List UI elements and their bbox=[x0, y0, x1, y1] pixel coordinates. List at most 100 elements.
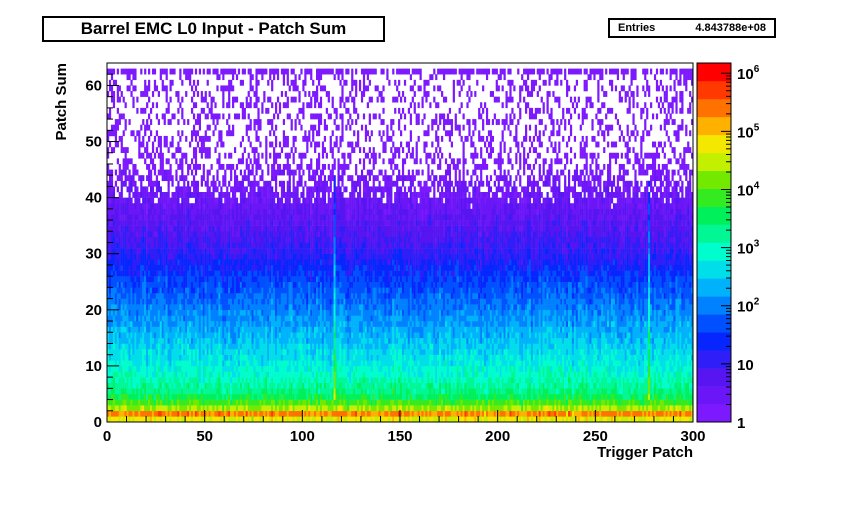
heatmap-cell bbox=[153, 388, 157, 395]
heatmap-cell bbox=[165, 203, 168, 210]
heatmap-cell bbox=[108, 214, 112, 221]
heatmap-cell bbox=[278, 220, 282, 226]
heatmap-cell bbox=[171, 208, 174, 215]
heatmap-cell bbox=[173, 203, 176, 210]
heatmap-cell bbox=[222, 74, 225, 81]
heatmap-cell bbox=[187, 208, 190, 215]
heatmap-cell bbox=[249, 365, 252, 372]
heatmap-cell bbox=[276, 169, 280, 176]
heatmap-cell bbox=[271, 377, 274, 383]
heatmap-cell bbox=[110, 410, 114, 417]
heatmap-cell bbox=[253, 270, 256, 277]
heatmap-cell bbox=[142, 410, 145, 417]
heatmap-cell bbox=[114, 242, 118, 249]
heatmap-cell bbox=[298, 321, 301, 327]
heatmap-cell bbox=[239, 102, 243, 109]
heatmap-cell bbox=[179, 276, 182, 283]
heatmap-cell bbox=[267, 399, 270, 406]
heatmap-cell bbox=[269, 332, 272, 339]
heatmap-cell bbox=[208, 248, 211, 254]
heatmap-cell bbox=[230, 405, 233, 412]
heatmap-cell bbox=[296, 292, 299, 299]
heatmap-cell bbox=[157, 180, 160, 187]
heatmap-cell bbox=[251, 382, 254, 389]
heatmap-cell bbox=[296, 231, 299, 238]
heatmap-cell bbox=[208, 208, 211, 215]
heatmap-cell bbox=[144, 405, 147, 412]
heatmap-cell bbox=[255, 264, 258, 271]
heatmap-cell bbox=[259, 163, 262, 170]
heatmap-cell bbox=[124, 152, 127, 159]
heatmap-cell bbox=[222, 163, 225, 170]
heatmap-cell bbox=[116, 197, 119, 204]
heatmap-cell bbox=[122, 96, 125, 103]
heatmap-cell bbox=[122, 68, 125, 75]
heatmap-cell bbox=[243, 203, 246, 210]
heatmap-cell bbox=[120, 388, 123, 395]
heatmap-cell bbox=[210, 332, 213, 339]
heatmap-cell bbox=[251, 410, 254, 417]
heatmap-cell bbox=[167, 147, 170, 153]
heatmap-cell bbox=[181, 186, 184, 193]
heatmap-cell bbox=[200, 405, 203, 412]
heatmap-cell bbox=[161, 169, 164, 176]
heatmap-cell bbox=[280, 377, 284, 383]
heatmap-cell bbox=[255, 349, 258, 355]
heatmap-cell bbox=[257, 119, 260, 125]
heatmap-cell bbox=[146, 410, 149, 417]
heatmap-cell bbox=[245, 220, 248, 226]
heatmap-cell bbox=[300, 264, 303, 271]
heatmap-cell bbox=[228, 276, 231, 283]
heatmap-cell bbox=[206, 393, 209, 400]
heatmap-cell bbox=[189, 214, 192, 221]
heatmap-cell bbox=[179, 102, 182, 109]
heatmap-cell bbox=[267, 405, 270, 412]
heatmap-cell bbox=[149, 192, 153, 198]
heatmap-cell bbox=[216, 287, 219, 294]
heatmap-cell bbox=[249, 416, 252, 423]
heatmap-cell bbox=[142, 371, 145, 378]
heatmap-cell bbox=[136, 220, 139, 226]
heatmap-cell bbox=[124, 124, 127, 131]
heatmap-cell bbox=[267, 192, 270, 198]
heatmap-cell bbox=[124, 360, 127, 367]
heatmap-cell bbox=[206, 343, 209, 350]
heatmap-cell bbox=[204, 130, 207, 137]
heatmap-cell bbox=[169, 416, 172, 423]
heatmap-cell bbox=[241, 276, 244, 283]
heatmap-cell bbox=[247, 276, 250, 283]
heatmap-cell bbox=[276, 399, 280, 406]
heatmap-cell bbox=[288, 248, 291, 254]
heatmap-cell bbox=[273, 343, 276, 350]
heatmap-cell bbox=[148, 281, 151, 288]
heatmap-cell bbox=[284, 242, 287, 249]
heatmap-cell bbox=[286, 281, 289, 288]
heatmap-cell bbox=[122, 180, 125, 187]
heatmap-cell bbox=[151, 388, 155, 395]
heatmap-cell bbox=[107, 113, 110, 120]
heatmap-cell bbox=[284, 416, 287, 423]
heatmap-cell bbox=[230, 309, 233, 316]
heatmap-cell bbox=[294, 214, 297, 221]
heatmap-cell bbox=[146, 208, 149, 215]
heatmap-cell bbox=[247, 231, 250, 238]
heatmap-cell bbox=[232, 371, 235, 378]
heatmap-cell bbox=[128, 382, 131, 389]
heatmap-cell bbox=[300, 343, 303, 350]
heatmap-cell bbox=[245, 304, 248, 311]
heatmap-cell bbox=[198, 225, 202, 232]
heatmap-cell bbox=[179, 382, 182, 389]
heatmap-cell bbox=[130, 231, 133, 238]
heatmap-cell bbox=[114, 349, 118, 355]
heatmap-cell bbox=[286, 276, 289, 283]
heatmap-cell bbox=[189, 264, 192, 271]
heatmap-cell bbox=[235, 371, 239, 378]
heatmap-cell bbox=[241, 113, 244, 120]
heatmap-cell bbox=[198, 163, 202, 170]
heatmap-cell bbox=[222, 287, 225, 294]
heatmap-cell bbox=[247, 326, 250, 333]
heatmap-cell bbox=[138, 309, 141, 316]
heatmap-cell bbox=[302, 321, 305, 327]
heatmap-cell bbox=[177, 192, 180, 198]
heatmap-cell bbox=[194, 253, 198, 260]
